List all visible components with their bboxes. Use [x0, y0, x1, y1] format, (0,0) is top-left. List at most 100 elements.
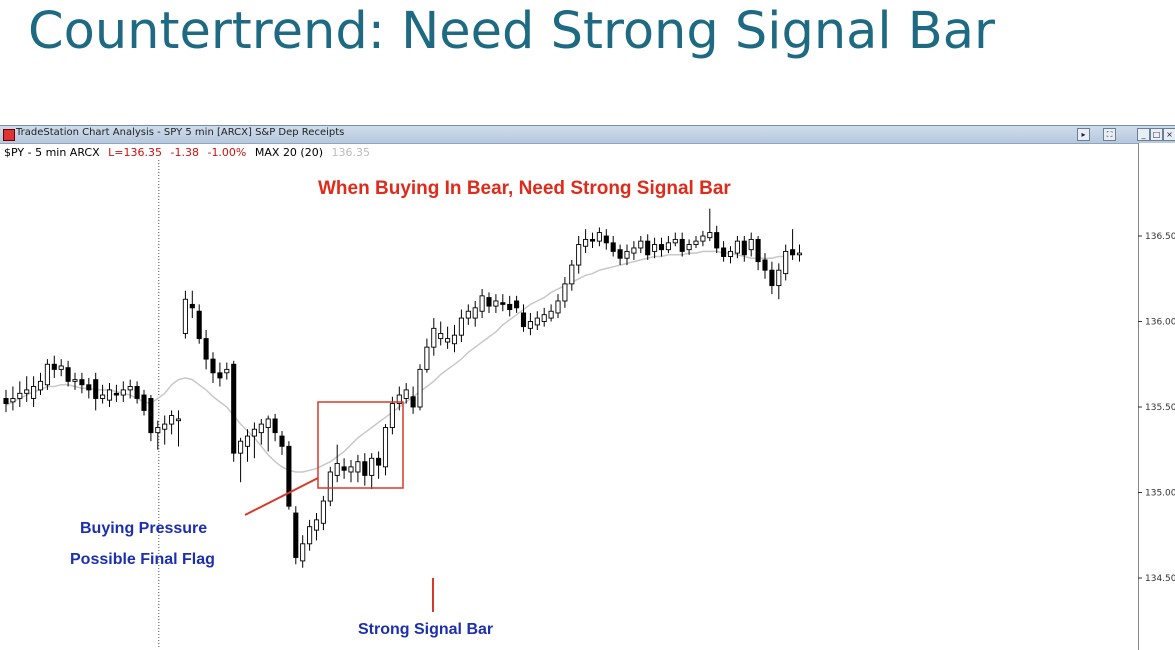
candle-bear — [658, 244, 665, 251]
indicator-label: MAX 20 (20) — [254, 146, 324, 159]
candle-bear — [507, 303, 513, 310]
candle-bear — [500, 302, 506, 305]
candle-bull — [576, 244, 582, 266]
candle-bull — [403, 389, 409, 399]
annotation-strong-signal-bar: Strong Signal Bar — [358, 621, 494, 638]
net-change: -1.38 — [170, 146, 199, 159]
candle-bear — [376, 457, 382, 466]
candle-bull — [382, 427, 389, 468]
candle-bull — [417, 368, 423, 408]
candle-bull — [58, 365, 64, 370]
candle-bull — [369, 457, 375, 476]
candle-bull — [155, 427, 161, 434]
chart-window: TradeStation Chart Analysis - SPY 5 min … — [0, 125, 1175, 650]
window-titlebar: TradeStation Chart Analysis - SPY 5 min … — [0, 126, 1175, 144]
candle-bear — [231, 363, 237, 454]
candle-bull — [527, 321, 533, 329]
candle-bull — [31, 386, 37, 399]
minimize-button[interactable]: _ — [1137, 128, 1150, 141]
candle-bear — [272, 418, 278, 434]
candle-bull — [686, 244, 692, 251]
window-tile-icon[interactable]: ⛶ — [1103, 128, 1116, 141]
candle-bull — [707, 232, 713, 239]
candle-bear — [217, 372, 223, 379]
annotation-final-flag: Possible Final Flag — [70, 551, 215, 568]
final-flag-box — [317, 401, 404, 489]
window-title: TradeStation Chart Analysis - SPY 5 min … — [16, 127, 345, 138]
maximize-button[interactable]: □ — [1150, 128, 1163, 141]
candle-bull — [534, 317, 540, 326]
candle-bear — [141, 394, 147, 411]
candle-bull — [17, 392, 23, 399]
candle-bull — [776, 269, 782, 287]
candle-bull — [127, 386, 133, 391]
candle-bull — [169, 415, 175, 425]
candle-bull — [265, 418, 271, 428]
candle-bull — [389, 403, 395, 428]
candle-bull — [493, 300, 499, 307]
candle-bear — [362, 461, 368, 476]
candle-bull — [334, 462, 340, 476]
candle-bull — [438, 333, 444, 340]
candle-bull — [238, 440, 244, 454]
symbol-label: $PY - 5 min ARCX — [4, 146, 100, 159]
candle-bull — [348, 466, 354, 473]
candle-bull — [300, 543, 306, 562]
candle-bull — [458, 317, 464, 336]
moving-average-line — [5, 250, 786, 473]
y-tick-label: 136.50 — [1145, 232, 1175, 242]
candle-bull — [665, 242, 671, 251]
candle-bull — [258, 423, 264, 434]
candle-bull — [162, 423, 168, 430]
tradestation-app-icon — [3, 129, 15, 141]
y-tick-label: 134.50 — [1145, 574, 1175, 584]
candle-bull — [24, 389, 30, 394]
price-axis-panel[interactable] — [1138, 143, 1175, 650]
candle-bull — [424, 346, 430, 370]
candle-bull — [548, 310, 554, 319]
window-arrange-icon[interactable]: ▸ — [1077, 128, 1090, 141]
candle-bear — [51, 363, 57, 370]
candle-bull — [175, 418, 182, 422]
candle-bear — [148, 398, 154, 434]
candle-bear — [603, 235, 609, 244]
candle-bull — [431, 327, 437, 348]
candle-bear — [293, 512, 299, 558]
candle-bull — [10, 398, 16, 403]
candle-bull — [465, 310, 471, 319]
candle-bear — [86, 384, 92, 391]
candle-bear — [93, 379, 99, 399]
candle-bull — [748, 238, 754, 251]
candle-bull — [700, 235, 706, 242]
candle-bear — [189, 303, 195, 309]
candle-bear — [679, 238, 685, 252]
y-tick-label: 136.00 — [1145, 318, 1175, 328]
candle-bear — [589, 238, 596, 242]
candle-bear — [769, 269, 775, 287]
candle-bull — [624, 250, 630, 259]
percent-change: -1.00% — [207, 146, 247, 159]
candle-bull — [727, 250, 734, 257]
candle-bear — [286, 445, 292, 507]
y-tick-label: 135.50 — [1145, 403, 1175, 413]
candle-bear — [790, 249, 796, 256]
candle-bear — [203, 338, 209, 360]
candle-bull — [672, 238, 678, 244]
close-button[interactable]: × — [1163, 128, 1175, 141]
candle-bear — [486, 297, 492, 307]
candle-bull — [251, 428, 257, 437]
candle-bull — [72, 379, 78, 382]
candle-bull — [583, 238, 589, 247]
candle-bull — [100, 394, 106, 399]
candle-bull — [355, 461, 361, 473]
candle-bear — [279, 435, 285, 447]
candle-bull — [596, 232, 602, 242]
candle-bull — [783, 250, 789, 275]
candle-bull — [307, 526, 313, 545]
candle-bull — [569, 264, 575, 285]
candle-bull — [313, 519, 320, 531]
annotation-buying-pressure: Buying Pressure — [80, 520, 208, 537]
candle-bear — [617, 249, 623, 259]
candle-bull — [445, 338, 451, 343]
